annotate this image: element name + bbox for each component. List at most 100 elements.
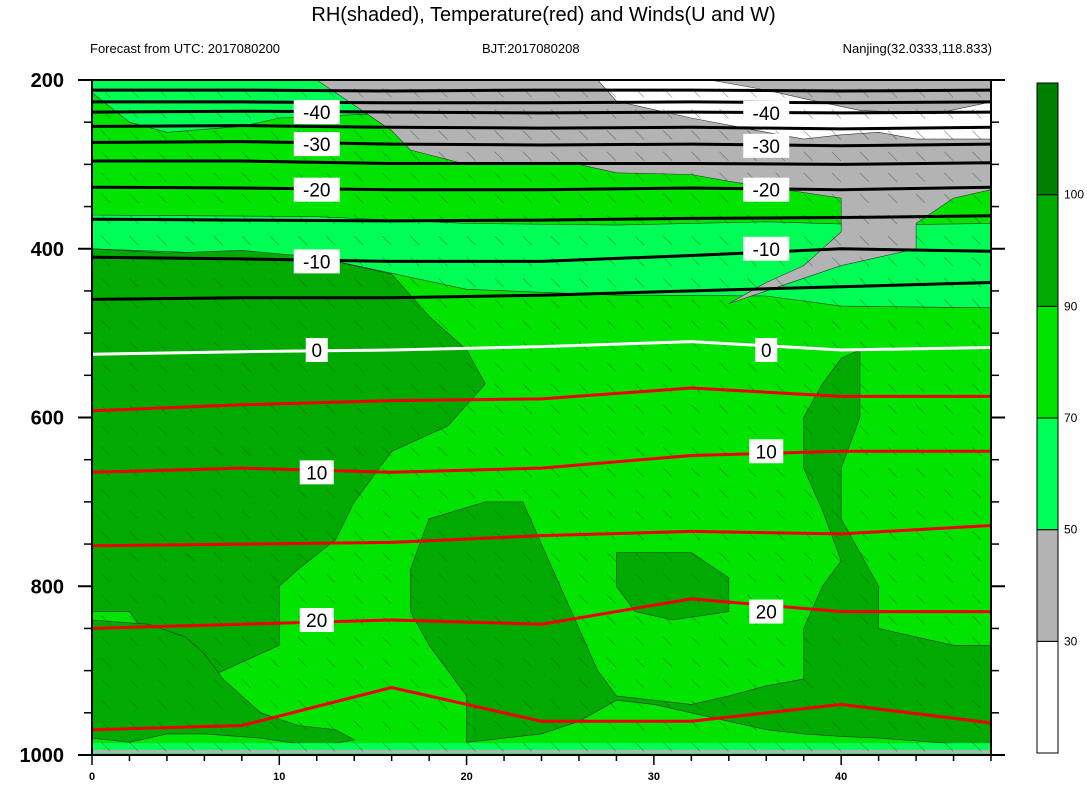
wind-barb xyxy=(831,425,842,436)
wind-barb xyxy=(494,151,504,161)
wind-barb xyxy=(859,573,870,583)
wind-barb xyxy=(578,404,589,415)
wind-barb xyxy=(803,636,813,647)
wind-barb xyxy=(719,320,729,330)
wind-barb xyxy=(269,341,280,351)
x-tick-label: 40 xyxy=(835,771,847,783)
wind-barb xyxy=(634,636,645,647)
wind-barb xyxy=(691,172,701,183)
wind-barb xyxy=(410,657,420,668)
wind-barb xyxy=(213,130,223,140)
colorbar-tick-label: 70 xyxy=(1064,411,1078,425)
wind-barb xyxy=(915,193,926,204)
wind-barb xyxy=(325,446,336,457)
wind-barb xyxy=(578,383,589,393)
wind-barb xyxy=(438,721,448,731)
contour-label: -30 xyxy=(303,135,330,156)
wind-barb xyxy=(606,172,617,183)
wind-barb xyxy=(353,130,364,140)
wind-barb xyxy=(775,636,785,647)
wind-barb xyxy=(775,299,785,309)
rh-shading: -40 -40 -30 -30 -20 -20 -10 -10 0 0 10 10 20 20 xyxy=(92,80,991,755)
wind-barb xyxy=(466,636,476,647)
wind-barb xyxy=(213,488,223,499)
wind-barb xyxy=(578,172,589,183)
wind-barb xyxy=(915,151,926,161)
wind-barb xyxy=(634,552,645,562)
wind-barb xyxy=(691,299,701,309)
rh-region-90-100 xyxy=(616,552,730,621)
wind-barb xyxy=(578,742,589,752)
wind-barb xyxy=(241,193,252,204)
wind-barb xyxy=(522,404,533,415)
wind-barb xyxy=(353,299,364,309)
wind-barb xyxy=(943,467,954,478)
wind-barb xyxy=(634,678,645,689)
wind-barb xyxy=(522,362,533,372)
wind-barb xyxy=(972,699,982,710)
wind-barb xyxy=(410,573,420,583)
wind-barb xyxy=(915,657,926,668)
wind-barb xyxy=(859,256,870,267)
wind-barb xyxy=(325,425,336,436)
wind-barb xyxy=(410,299,420,309)
station-location-label: Nanjing(32.0333,118.833) xyxy=(842,41,992,56)
wind-barb xyxy=(831,573,842,583)
wind-barb xyxy=(353,636,364,647)
wind-barb xyxy=(550,130,561,140)
wind-barb xyxy=(662,552,673,562)
wind-barb xyxy=(466,594,476,604)
wind-barb xyxy=(101,299,111,309)
wind-barb xyxy=(522,742,533,752)
temperature-contour-line xyxy=(92,88,991,93)
wind-barb xyxy=(859,193,870,204)
wind-barb xyxy=(382,362,392,372)
wind-barb xyxy=(297,573,308,583)
wind-barb xyxy=(522,699,533,710)
wind-barb xyxy=(691,657,701,668)
wind-barb xyxy=(410,151,420,161)
wind-barb xyxy=(241,320,252,330)
wind-barb xyxy=(353,278,364,288)
wind-barb xyxy=(522,721,533,731)
wind-barb xyxy=(241,657,252,668)
wind-barb xyxy=(101,362,111,372)
wind-barb xyxy=(466,742,476,752)
wind-barb xyxy=(101,446,111,457)
wind-barb xyxy=(325,404,336,415)
wind-barb xyxy=(241,362,252,372)
wind-barb xyxy=(466,721,476,731)
wind-barb xyxy=(634,615,645,626)
wind-barb xyxy=(606,742,617,752)
wind-barb xyxy=(269,657,280,668)
wind-barb xyxy=(634,362,645,372)
colorbar-tick-label: 90 xyxy=(1064,299,1078,313)
wind-barb xyxy=(775,383,785,393)
wind-barb xyxy=(662,362,673,372)
temperature-contour-line xyxy=(92,247,991,263)
y-tick-label: 800 xyxy=(31,576,64,598)
wind-barb xyxy=(466,193,476,204)
wind-barb xyxy=(578,299,589,309)
wind-barb xyxy=(831,383,842,393)
wind-barb xyxy=(129,636,139,647)
y-tick-label: 1000 xyxy=(20,745,65,767)
wind-barb xyxy=(943,657,954,668)
contour-label: -20 xyxy=(753,181,780,202)
wind-barb xyxy=(972,362,982,372)
wind-barb xyxy=(297,742,308,752)
wind-barb xyxy=(129,341,139,351)
wind-barb xyxy=(943,404,954,415)
wind-barb xyxy=(662,699,673,710)
wind-barb xyxy=(606,151,617,161)
wind-barb xyxy=(157,510,167,520)
wind-barb xyxy=(859,151,870,161)
rh-region-30-50-surface xyxy=(92,749,991,755)
wind-barb xyxy=(241,278,252,288)
wind-barb xyxy=(101,510,111,520)
wind-barb xyxy=(438,742,448,752)
wind-barb xyxy=(747,488,757,499)
wind-barb xyxy=(915,636,926,647)
